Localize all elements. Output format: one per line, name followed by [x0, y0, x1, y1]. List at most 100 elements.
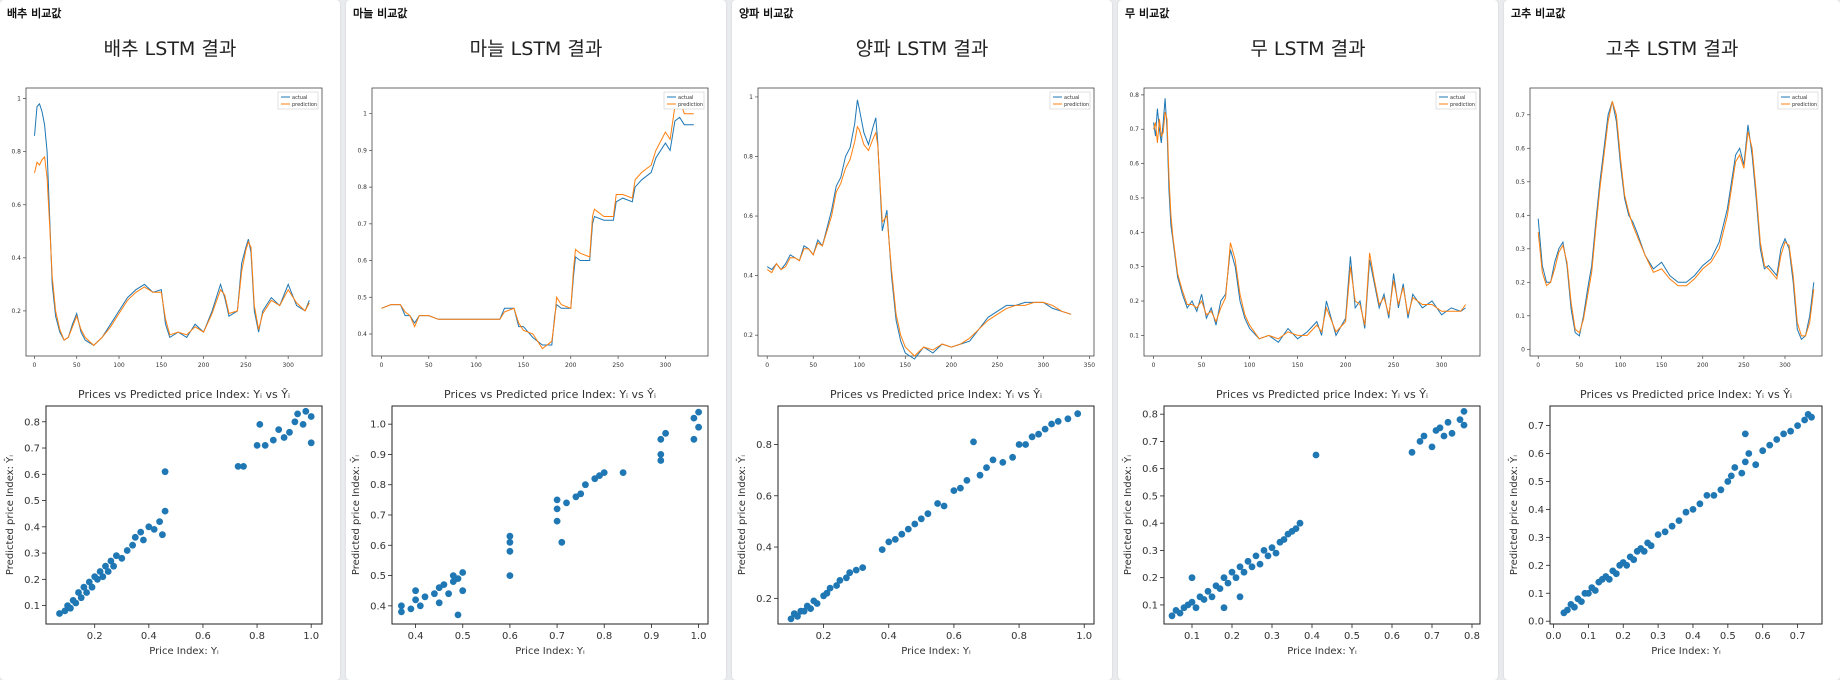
scatter-point [275, 426, 283, 433]
x-tick-label: 0.7 [1790, 631, 1806, 642]
scatter-point [898, 530, 906, 538]
scatter-point [1009, 453, 1016, 461]
x-tick-label: 300 [1038, 362, 1050, 369]
scatter-point [1220, 604, 1228, 612]
scatter-point [553, 517, 561, 525]
x-tick-label: 250 [992, 362, 1004, 369]
y-tick-label: 0.8 [756, 440, 772, 451]
scatter-point [131, 533, 139, 541]
scatter-point [94, 575, 101, 583]
scatter-title: Prices vs Predicted price Index: Yᵢ vs Ŷ… [830, 388, 1042, 401]
scatter-point [1696, 500, 1704, 508]
scatter-point [976, 471, 984, 479]
scatter-point [1460, 421, 1468, 429]
y-tick-label: 0.2 [11, 308, 21, 315]
scatter-point [1752, 461, 1760, 469]
x-tick-label: 0.0 [1546, 631, 1562, 642]
legend-box [1049, 91, 1091, 110]
scatter-point [1176, 609, 1184, 617]
y-tick-label: 0.7 [357, 221, 367, 228]
chart-panel: 배추 비교값 배추 LSTM 결과 0 50 100 150 200 250 300 0.2 0.4… [0, 0, 340, 680]
y-tick-label: 0.3 [1515, 246, 1525, 253]
panel-header: 무 비교값 [1125, 7, 1170, 20]
y-tick-label: 0.4 [357, 331, 367, 338]
scatter-point [695, 423, 702, 431]
y-tick-label: 0.7 [1142, 437, 1158, 448]
lstm-line-chart: 0 50 100 150 200 250 300 0.4 0.5 0.6 0.7 0.8 0.9 1 act… [357, 87, 709, 369]
scatter-point [454, 611, 462, 619]
y-tick-label: 0.4 [756, 543, 772, 554]
x-tick-label: 300 [1436, 362, 1448, 369]
actual-series-line [1537, 101, 1815, 341]
y-tick-label: 0.5 [1142, 491, 1158, 502]
scatter-point [1440, 432, 1448, 440]
y-tick-label: 0.1 [1528, 589, 1544, 600]
y-tick-label: 0.8 [1142, 410, 1158, 421]
scatter-point [957, 484, 964, 492]
scatter-point [823, 589, 831, 597]
x-tick-label: 0.4 [1685, 631, 1701, 642]
y-tick-label: 0.6 [743, 213, 753, 220]
scatter-point [1064, 415, 1072, 423]
prediction-series-line [381, 97, 694, 350]
scatter-point [917, 515, 925, 523]
y-tick-label: 0.6 [756, 491, 772, 502]
legend-actual-label: actual [678, 95, 693, 101]
scatter-point [1689, 506, 1697, 513]
scatter-point [1220, 574, 1228, 582]
scatter-point [1745, 450, 1753, 457]
y-tick-label: 0.3 [1142, 546, 1158, 557]
x-tick-label: 150 [156, 362, 168, 369]
panel-header: 양파 비교값 [739, 7, 794, 20]
x-tick-label: 200 [565, 362, 577, 369]
scatter-point [506, 572, 514, 579]
x-tick-label: 0.6 [946, 631, 962, 642]
scatter-point [421, 593, 429, 601]
scatter-point [286, 428, 293, 436]
scatter-point [77, 594, 85, 602]
legend-prediction-label: prediction [1450, 102, 1475, 108]
scatter-point [240, 463, 247, 470]
scatter-point [690, 414, 698, 422]
x-tick-label: 350 [1084, 362, 1096, 369]
scatter-chart: Prices vs Predicted price Index: Yᵢ vs Ŷ… [3, 388, 323, 657]
scatter-point [924, 510, 932, 518]
x-tick-label: 0.3 [1650, 631, 1666, 642]
scatter-title: Prices vs Predicted price Index: Yᵢ vs Ŷ… [78, 388, 290, 401]
scatter-point [1408, 448, 1416, 456]
y-axis-label: Predicted price Index: Ŷᵢ [735, 455, 748, 575]
panel-header: 마늘 비교값 [353, 7, 408, 20]
y-tick-label: 0.2 [24, 575, 40, 586]
scatter-point [407, 605, 415, 613]
y-tick-label: 0.2 [1142, 573, 1158, 584]
scatter-point [1054, 418, 1062, 425]
y-tick-label: 0.1 [1515, 313, 1525, 320]
scatter-point [506, 538, 514, 546]
scatter-point [156, 518, 164, 525]
scatter-point [1612, 570, 1620, 578]
scatter-title: Prices vs Predicted price Index: Yᵢ vs Ŷ… [1580, 388, 1792, 401]
scatter-point [1256, 560, 1264, 568]
y-tick-label: 0.3 [1528, 533, 1544, 544]
scatter-point [1564, 606, 1571, 614]
legend-actual-label: actual [292, 95, 307, 101]
scatter-point [150, 526, 158, 533]
scatter-point [1292, 525, 1300, 532]
scatter-title: Prices vs Predicted price Index: Yᵢ vs Ŷ… [444, 388, 656, 401]
scatter-point [662, 429, 669, 437]
scatter-point [140, 536, 147, 544]
scatter-point [431, 590, 438, 598]
x-axis-label: Price Index: Yᵢ [515, 646, 585, 657]
legend-prediction-label: prediction [1792, 102, 1817, 108]
y-tick-label: 0.6 [357, 258, 367, 265]
legend-box [277, 91, 319, 110]
scatter-point [294, 410, 301, 418]
scatter-point [1780, 430, 1787, 438]
scatter-point [1773, 436, 1781, 443]
plot-frame [1143, 87, 1481, 357]
scatter-point [83, 589, 90, 596]
scatter-point [269, 436, 277, 444]
scatter-point [1244, 557, 1252, 565]
scatter-point [256, 421, 264, 428]
x-tick-label: 100 [470, 362, 482, 369]
